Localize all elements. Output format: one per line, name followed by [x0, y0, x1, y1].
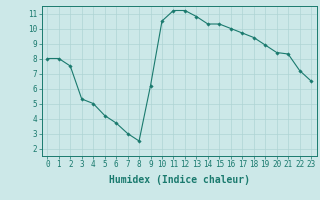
- X-axis label: Humidex (Indice chaleur): Humidex (Indice chaleur): [109, 175, 250, 185]
